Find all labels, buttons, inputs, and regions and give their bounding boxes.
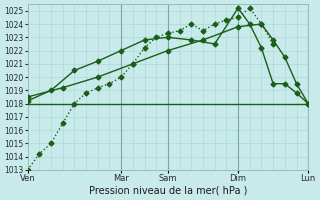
X-axis label: Pression niveau de la mer( hPa ): Pression niveau de la mer( hPa ): [89, 186, 247, 196]
